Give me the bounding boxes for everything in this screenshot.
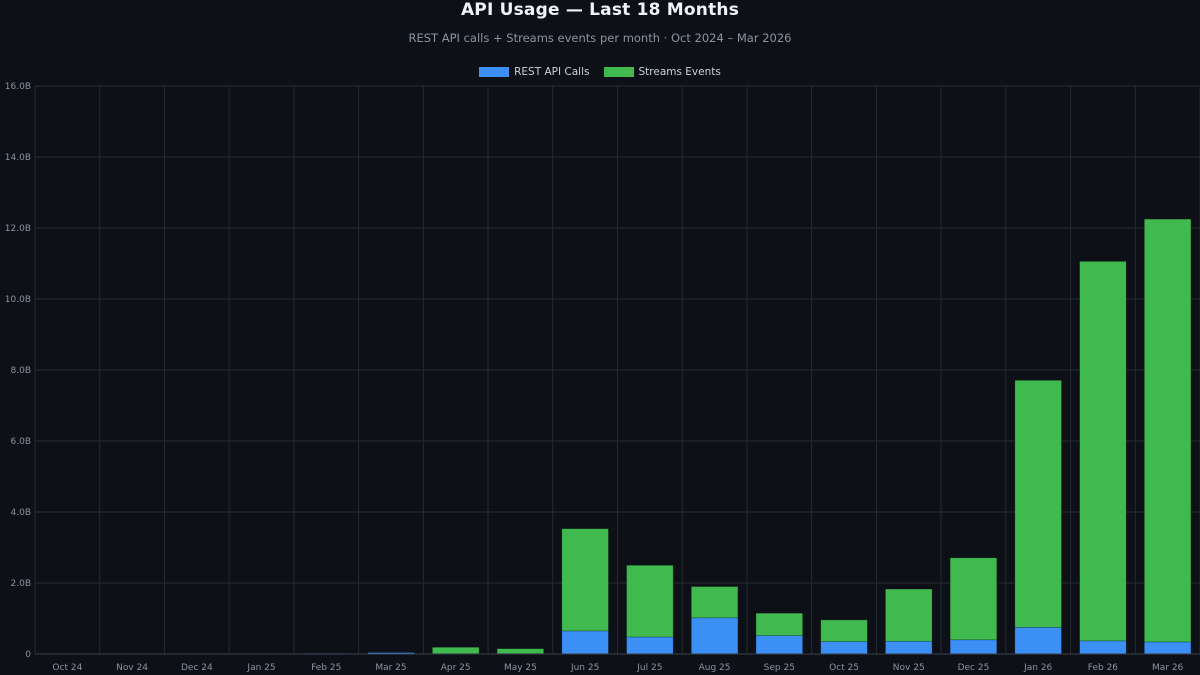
bar-streams-feb-26[interactable] — [1079, 261, 1127, 642]
legend-swatch-streams — [603, 67, 634, 77]
y-tick-label: 16.0B — [5, 82, 31, 92]
axes: 0 2.0B 4.0B 6.0B 8.0B 10.0B 12.0B 14.0B 16.0B Oct… — [5, 82, 1200, 673]
x-tick-label: Jun 25 — [570, 663, 599, 673]
bar-streams-aug-25[interactable] — [690, 586, 739, 619]
x-tick-label: Jan 26 — [1023, 663, 1052, 673]
bar-rest-mar-26[interactable] — [1144, 641, 1192, 655]
bar-streams-nov-25[interactable] — [885, 588, 933, 642]
x-tick-label: Dec 24 — [181, 663, 213, 673]
chart-legend: REST API Calls Streams Events — [0, 66, 1200, 78]
x-tick-label: Mar 25 — [375, 663, 406, 673]
bar-streams-mar-26[interactable] — [1144, 218, 1192, 643]
y-tick-label: 8.0B — [11, 366, 32, 376]
bar-rest-jun-25[interactable] — [561, 630, 609, 655]
bar-rest-nov-25[interactable] — [885, 640, 933, 655]
bar-streams-apr-25[interactable] — [432, 646, 480, 654]
legend-swatch-rest — [479, 67, 510, 77]
y-tick-label: 0 — [25, 650, 31, 660]
x-tick-label: Feb 26 — [1088, 663, 1119, 673]
bar-streams-jun-25[interactable] — [561, 528, 609, 632]
y-tick-label: 6.0B — [11, 437, 32, 447]
x-tick-label: Dec 25 — [958, 663, 990, 673]
x-tick-label: Jul 25 — [636, 663, 662, 673]
bar-streams-oct-25[interactable] — [820, 619, 868, 642]
bar-streams-may-25[interactable] — [496, 648, 545, 654]
bar-rest-oct-25[interactable] — [820, 641, 868, 655]
x-tick-label: May 25 — [504, 663, 537, 673]
legend-item-rest[interactable]: REST API Calls — [479, 66, 590, 78]
x-tick-label: Nov 24 — [116, 663, 148, 673]
y-tick-label: 14.0B — [5, 153, 31, 163]
bar-rest-jan-26[interactable] — [1014, 627, 1062, 655]
legend-label-streams: Streams Events — [638, 66, 721, 78]
bar-streams-jan-26[interactable] — [1014, 379, 1062, 628]
bar-rest-sep-25[interactable] — [755, 635, 803, 655]
bar-streams-jul-25[interactable] — [626, 564, 674, 638]
x-tick-label: Aug 25 — [699, 663, 731, 673]
bar-rest-dec-25[interactable] — [949, 639, 998, 655]
y-tick-label: 2.0B — [11, 579, 32, 589]
x-tick-label: Sep 25 — [764, 663, 795, 673]
x-tick-label: Nov 25 — [893, 663, 925, 673]
bar-rest-jul-25[interactable] — [626, 636, 674, 655]
legend-item-streams[interactable]: Streams Events — [603, 66, 721, 78]
x-tick-label: Mar 26 — [1152, 663, 1184, 673]
x-tick-label: Oct 24 — [52, 663, 82, 673]
grid — [34, 85, 1200, 655]
y-tick-label: 12.0B — [5, 224, 31, 234]
x-tick-label: Apr 25 — [441, 663, 471, 673]
chart-subtitle: REST API calls + Streams events per mont… — [408, 31, 792, 45]
x-tick-label: Feb 25 — [311, 663, 341, 673]
y-tick-label: 10.0B — [5, 295, 31, 305]
chart-title: API Usage — Last 18 Months — [460, 0, 740, 20]
x-tick-label: Jan 25 — [246, 663, 275, 673]
legend-label-rest: REST API Calls — [514, 66, 590, 78]
y-tick-label: 4.0B — [11, 508, 32, 518]
bar-streams-sep-25[interactable] — [755, 612, 803, 636]
bar-rest-feb-26[interactable] — [1079, 640, 1127, 655]
x-tick-label: Oct 25 — [829, 663, 859, 673]
bar-rest-aug-25[interactable] — [690, 617, 739, 655]
bars — [302, 218, 1192, 655]
bar-streams-dec-25[interactable] — [949, 557, 998, 641]
